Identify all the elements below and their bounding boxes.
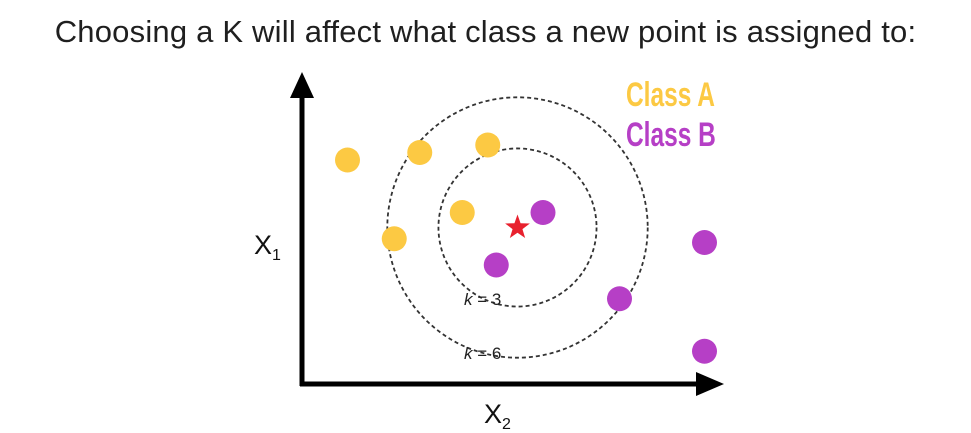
page-title: Choosing a K will affect what class a ne… [54,14,917,49]
legend-class-a: Class A [626,76,715,114]
class-a-point-5 [381,226,407,252]
class-b-point-1 [530,200,556,225]
x-axis-label-main: X [484,399,503,429]
class-a-point-1 [335,147,360,173]
x-axis-arrowhead [696,372,724,396]
k6-label-value: = 6 [472,344,502,363]
query-star-icon [505,214,530,239]
y-axis-label: X1 [254,232,281,264]
query-layer [505,214,530,239]
neighborhood-circles [386,96,649,359]
y-axis-label-main: X [254,230,273,260]
k6-label: k = 6 [464,345,501,362]
class-a-point-2 [407,140,433,165]
y-axis-label-sub: 1 [272,247,281,264]
knn-diagram [290,72,724,396]
k6-label-var: k [464,344,473,363]
class-a-point-4 [449,200,475,225]
class-b-point-2 [483,252,509,278]
k3-label-value: = 3 [472,290,502,309]
x-axis-label-sub: 2 [502,416,511,433]
class-b-point-5 [692,338,717,364]
class-b-point-3 [607,286,632,312]
k3-label-var: k [464,290,473,309]
k3-label: k = 3 [464,291,501,308]
legend-class-b: Class B [626,116,716,154]
class-a-point-3 [475,132,501,158]
class-b-point-4 [692,230,717,255]
x-axis-label: X2 [484,401,511,433]
y-axis-arrowhead [290,72,314,98]
axes [290,72,724,396]
neighborhood-circle-k6 [386,96,649,359]
data-points [335,132,717,364]
neighborhood-circle-k3 [437,147,598,308]
